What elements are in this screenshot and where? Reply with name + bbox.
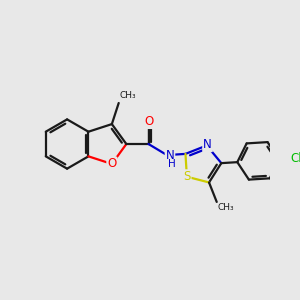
Text: CH₃: CH₃ xyxy=(119,91,136,100)
Text: N: N xyxy=(203,138,212,151)
Text: O: O xyxy=(144,115,153,128)
Text: O: O xyxy=(107,158,116,170)
Text: H: H xyxy=(168,159,175,169)
Text: N: N xyxy=(166,149,174,162)
Text: CH₃: CH₃ xyxy=(218,203,234,212)
Text: Cl: Cl xyxy=(290,152,300,165)
Text: S: S xyxy=(183,170,190,183)
